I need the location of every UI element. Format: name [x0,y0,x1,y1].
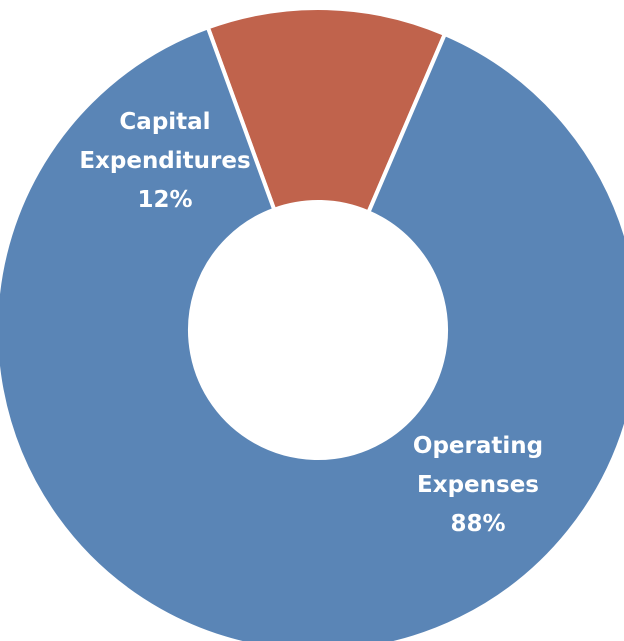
label-operating-expenses: Operating Expenses 88% [413,433,543,537]
slice-capital-expenditures [205,6,448,215]
label-line-operating-expenses-1: Expenses [417,472,539,498]
label-line-operating-expenses-0: Operating [413,433,543,459]
label-line-capital-expenditures-2: 12% [137,187,192,213]
slice-operating-expenses [0,24,624,641]
label-line-capital-expenditures-0: Capital [119,109,210,135]
label-line-capital-expenditures-1: Expenditures [79,148,250,174]
label-line-operating-expenses-2: 88% [450,511,505,537]
label-capital-expenditures: Capital Expenditures 12% [79,109,250,213]
